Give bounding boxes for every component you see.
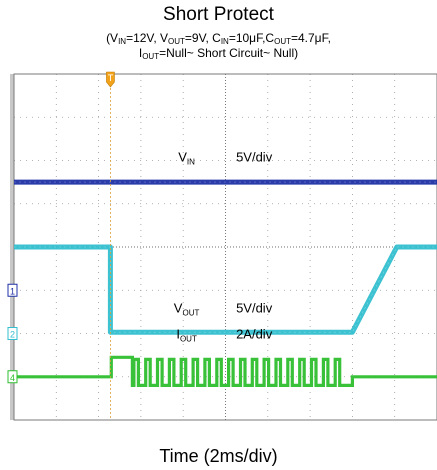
channel-4-ground-marker: 4 <box>7 370 18 384</box>
trace-group <box>14 80 437 420</box>
channel-4-marker-box <box>7 370 18 384</box>
channel-2-ground-marker: 2 <box>7 327 18 340</box>
channel-2-marker-box <box>7 327 18 340</box>
label-vin: VIN <box>178 149 195 166</box>
scale-vin: 5V/div <box>236 149 273 164</box>
channel-4-marker-label: 4 <box>10 373 15 383</box>
label-iout: IOUT <box>176 327 197 344</box>
label-group: VIN 5V/div VOUT 5V/div IOUT 2A/div <box>174 149 273 343</box>
channel-1-ground-marker: 1 <box>7 283 18 297</box>
trigger-marker-label: T <box>108 73 114 83</box>
channel-1-marker-label: 1 <box>10 286 15 296</box>
channel-2-marker-label: 2 <box>10 330 15 340</box>
x-axis-label: Time (2ms/div) <box>159 446 278 466</box>
channel-marker-strip <box>10 74 14 420</box>
trace-vout-noise <box>14 246 437 333</box>
chart-subtitle-line-1: (VIN=12V, VOUT=9V, CIN=10μF,COUT=4.7μF, <box>106 31 331 46</box>
trace-iout <box>14 355 437 387</box>
scale-iout: 2A/div <box>236 327 273 342</box>
trace-vout <box>14 244 437 335</box>
trigger-marker: T <box>106 71 115 88</box>
label-vout: VOUT <box>174 301 200 318</box>
trigger-marker-shape <box>106 71 115 88</box>
chart-subtitle-line-2: IOUT=Null~ Short Circuit~ Null) <box>138 46 299 61</box>
channel-1-marker-box <box>7 283 18 297</box>
chart-title: Short Protect <box>163 4 274 25</box>
marker-group: T 1 2 4 <box>7 71 115 384</box>
scale-vout: 5V/div <box>236 301 273 316</box>
